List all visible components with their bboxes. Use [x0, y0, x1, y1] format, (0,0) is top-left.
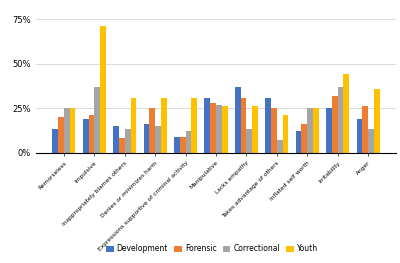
Bar	[113, 126, 119, 153]
Bar	[307, 108, 313, 153]
Bar	[94, 87, 100, 153]
Bar	[88, 115, 94, 153]
Bar	[144, 124, 149, 153]
Bar	[180, 136, 186, 153]
Bar	[235, 87, 241, 153]
Bar	[332, 96, 338, 153]
Bar	[374, 89, 380, 153]
Bar	[58, 117, 64, 153]
Bar	[296, 131, 302, 153]
Bar	[246, 129, 252, 153]
Bar	[216, 105, 222, 153]
Bar	[100, 27, 106, 153]
Bar	[191, 98, 197, 153]
Bar	[265, 98, 271, 153]
Bar	[241, 98, 246, 153]
Bar	[149, 108, 155, 153]
Bar	[326, 108, 332, 153]
Bar	[83, 119, 88, 153]
Bar	[186, 131, 191, 153]
Bar	[210, 103, 216, 153]
Bar	[252, 107, 258, 153]
Bar	[271, 108, 277, 153]
Bar	[222, 107, 228, 153]
Bar	[64, 108, 70, 153]
Bar	[313, 108, 319, 153]
Bar	[338, 87, 344, 153]
Bar	[125, 129, 130, 153]
Bar	[70, 108, 76, 153]
Bar	[344, 74, 349, 153]
Bar	[155, 126, 161, 153]
Bar	[302, 124, 307, 153]
Bar	[161, 98, 167, 153]
Bar	[119, 138, 125, 153]
Bar	[283, 115, 288, 153]
Bar	[368, 129, 374, 153]
Bar	[204, 98, 210, 153]
Bar	[277, 140, 283, 153]
Bar	[356, 119, 362, 153]
Bar	[130, 98, 136, 153]
Bar	[362, 107, 368, 153]
Bar	[52, 129, 58, 153]
Bar	[174, 136, 180, 153]
Legend: Development, Forensic, Correctional, Youth: Development, Forensic, Correctional, You…	[103, 241, 321, 256]
